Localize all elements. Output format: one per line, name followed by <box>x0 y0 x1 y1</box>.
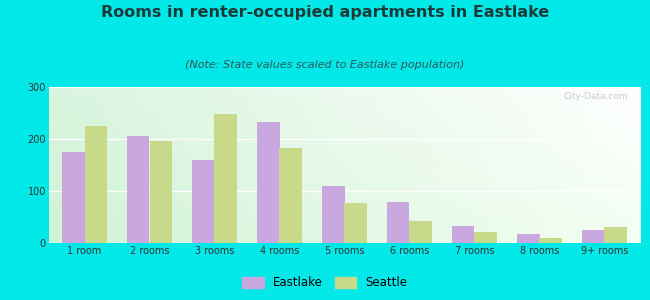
Bar <box>452 226 474 243</box>
Bar <box>257 122 280 243</box>
Bar <box>517 234 540 243</box>
Legend: Eastlake, Seattle: Eastlake, Seattle <box>238 272 412 294</box>
Bar <box>214 114 237 243</box>
Bar <box>150 141 172 243</box>
Bar <box>192 160 215 243</box>
Bar <box>387 202 410 243</box>
Bar <box>322 186 344 243</box>
Bar <box>344 203 367 243</box>
Bar <box>127 136 150 243</box>
Bar <box>474 232 497 243</box>
Text: Rooms in renter-occupied apartments in Eastlake: Rooms in renter-occupied apartments in E… <box>101 4 549 20</box>
Bar <box>280 148 302 243</box>
Bar <box>582 230 604 243</box>
Bar <box>540 238 562 243</box>
Text: (Note: State values scaled to Eastlake population): (Note: State values scaled to Eastlake p… <box>185 60 465 70</box>
Text: City-Data.com: City-Data.com <box>564 92 629 101</box>
Bar <box>410 220 432 243</box>
Bar <box>604 227 627 243</box>
Bar <box>62 152 84 243</box>
Bar <box>84 126 107 243</box>
